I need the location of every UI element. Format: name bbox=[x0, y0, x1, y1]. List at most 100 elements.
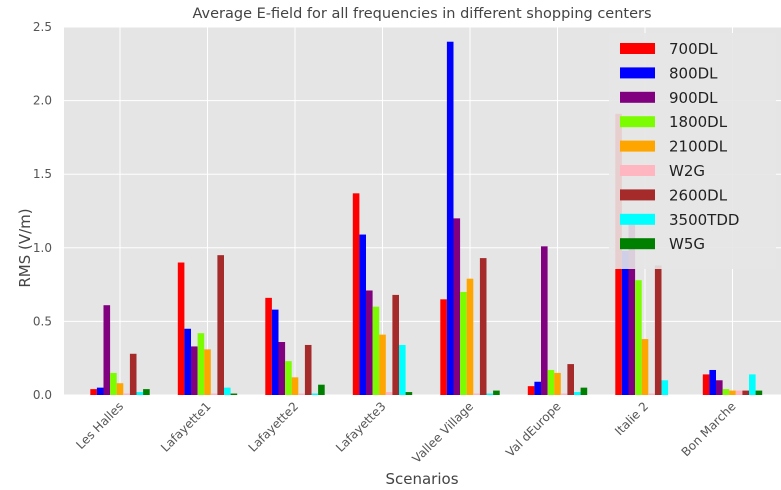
bar-2100DL-Lafayette2 bbox=[291, 377, 299, 395]
bar-2600DL-Vallee-Village bbox=[479, 258, 487, 395]
bar-900DL-Lafayette1 bbox=[191, 346, 198, 395]
x-tick-label: Val dEurope bbox=[503, 399, 564, 460]
y-axis-ticks: 0.0 0.5 1.0 1.5 2.0 2.5 bbox=[33, 20, 52, 402]
bar-900DL-Bon-Marche bbox=[716, 380, 723, 395]
bar-2600DL-Italie-2 bbox=[654, 265, 662, 395]
bar-700DL-Lafayette1 bbox=[177, 262, 185, 395]
bar-3500TDD-Les-Halles bbox=[136, 392, 144, 395]
bar-1800DL-Lafayette2 bbox=[285, 361, 292, 395]
legend-swatch-W2G bbox=[620, 165, 655, 176]
legend-label-2600DL: 2600DL bbox=[669, 186, 728, 204]
bar-2100DL-Lafayette1 bbox=[204, 349, 211, 395]
bar-900DL-Lafayette3 bbox=[366, 290, 373, 395]
bar-900DL-Italie-2 bbox=[628, 213, 636, 395]
bar-2100DL-Bon-Marche bbox=[729, 390, 736, 395]
bar-700DL-Lafayette3 bbox=[352, 193, 360, 395]
bar-800DL-Val-dEurope bbox=[534, 381, 541, 395]
legend-label-700DL: 700DL bbox=[669, 40, 718, 58]
bar-2600DL-Lafayette2 bbox=[304, 344, 312, 395]
bar-3500TDD-Lafayette2 bbox=[311, 393, 319, 395]
bar-W5G-Les-Halles bbox=[143, 389, 150, 395]
bar-2600DL-Val-dEurope bbox=[567, 364, 574, 395]
bar-W2G-Bon-Marche bbox=[735, 390, 743, 395]
bar-W2G-Lafayette3 bbox=[385, 392, 393, 395]
x-tick-label: Lafayette3 bbox=[333, 399, 389, 455]
legend-label-3500TDD: 3500TDD bbox=[669, 211, 739, 229]
legend-swatch-900DL bbox=[620, 91, 655, 103]
y-axis-label: RMS (V/m) bbox=[16, 208, 34, 287]
x-tick-label: Bon Marche bbox=[679, 399, 739, 459]
bar-1800DL-Val-dEurope bbox=[547, 369, 555, 395]
bars bbox=[90, 41, 763, 396]
x-tick-label: Les Halles bbox=[73, 399, 126, 452]
bar-2100DL-Val-dEurope bbox=[554, 372, 561, 395]
bar-800DL-Bon-Marche bbox=[709, 369, 716, 395]
bar-W2G-Les-Halles bbox=[123, 393, 130, 395]
bar-1800DL-Italie-2 bbox=[635, 280, 642, 395]
legend-label-W2G: W2G bbox=[669, 162, 705, 180]
bar-900DL-Vallee-Village bbox=[453, 218, 461, 395]
bar-2600DL-Lafayette3 bbox=[392, 294, 399, 395]
bar-2100DL-Italie-2 bbox=[641, 339, 649, 395]
bar-900DL-Val-dEurope bbox=[541, 246, 548, 395]
x-tick-label: Vallee Village bbox=[410, 399, 477, 466]
x-axis-label: Scenarios bbox=[385, 470, 458, 488]
y-tick-label: 1.5 bbox=[33, 167, 52, 181]
legend-label-1800DL: 1800DL bbox=[669, 113, 728, 131]
bar-W2G-Italie-2 bbox=[648, 393, 655, 395]
bar-3500TDD-Bon-Marche bbox=[749, 374, 756, 395]
x-tick-label: Lafayette1 bbox=[158, 399, 214, 455]
bar-W2G-Lafayette1 bbox=[210, 393, 218, 395]
bar-800DL-Lafayette1 bbox=[184, 328, 191, 395]
bar-2600DL-Les-Halles bbox=[129, 353, 137, 395]
bar-2100DL-Lafayette3 bbox=[379, 334, 386, 395]
bar-3500TDD-Lafayette1 bbox=[224, 387, 231, 395]
y-tick-label: 1.0 bbox=[33, 241, 52, 255]
bar-W2G-Val-dEurope bbox=[560, 393, 568, 395]
x-axis-ticks: Les Halles Lafayette1 Lafayette2 Lafayette3… bbox=[73, 399, 738, 466]
bar-2600DL-Lafayette1 bbox=[217, 255, 224, 395]
legend-label-800DL: 800DL bbox=[669, 64, 718, 82]
legend-swatch-1800DL bbox=[620, 116, 655, 128]
bar-3500TDD-Italie-2 bbox=[661, 380, 669, 395]
bar-800DL-Les-Halles bbox=[96, 387, 104, 395]
bar-2600DL-Bon-Marche bbox=[742, 390, 749, 395]
bar-700DL-Vallee-Village bbox=[440, 299, 447, 395]
bar-W5G-Lafayette1 bbox=[230, 393, 238, 395]
bar-W5G-Lafayette2 bbox=[318, 384, 325, 395]
bar-700DL-Bon-Marche bbox=[702, 374, 710, 395]
bar-1800DL-Bon-Marche bbox=[722, 389, 730, 395]
chart-title: Average E-field for all frequencies in d… bbox=[192, 6, 651, 22]
legend: 700DL 800DL 900DL 1800DL 2100DL W2G 2600DL 3500… bbox=[609, 33, 776, 269]
bar-800DL-Lafayette2 bbox=[271, 309, 279, 395]
legend-label-W5G: W5G bbox=[669, 235, 705, 253]
y-tick-label: 0.0 bbox=[33, 388, 52, 402]
bar-W5G-Lafayette3 bbox=[405, 392, 413, 395]
bar-900DL-Les-Halles bbox=[103, 305, 111, 395]
bar-W2G-Lafayette2 bbox=[298, 393, 305, 395]
bar-800DL-Italie-2 bbox=[621, 250, 629, 395]
legend-swatch-700DL bbox=[620, 43, 655, 54]
bar-700DL-Val-dEurope bbox=[527, 386, 535, 395]
bar-W2G-Vallee-Village bbox=[473, 393, 480, 395]
bar-900DL-Lafayette2 bbox=[278, 342, 286, 395]
x-tick-label: Italie 2 bbox=[612, 399, 651, 438]
bar-1800DL-Les-Halles bbox=[110, 372, 117, 395]
bar-3500TDD-Val-dEurope bbox=[574, 392, 581, 395]
legend-swatch-W5G bbox=[620, 238, 655, 250]
legend-label-2100DL: 2100DL bbox=[669, 138, 728, 156]
bar-W5G-Vallee-Village bbox=[493, 390, 500, 395]
legend-label-900DL: 900DL bbox=[669, 89, 718, 107]
y-tick-label: 2.5 bbox=[33, 20, 52, 34]
x-tick-label: Lafayette2 bbox=[246, 399, 302, 455]
legend-swatch-800DL bbox=[620, 67, 655, 79]
bar-2100DL-Vallee-Village bbox=[466, 278, 474, 395]
bar-3500TDD-Vallee-Village bbox=[486, 393, 494, 395]
bar-800DL-Lafayette3 bbox=[359, 234, 366, 395]
bar-2100DL-Les-Halles bbox=[116, 383, 124, 395]
bar-1800DL-Lafayette1 bbox=[197, 333, 205, 395]
legend-swatch-2100DL bbox=[620, 140, 655, 152]
bar-W5G-Bon-Marche bbox=[755, 390, 763, 395]
bar-700DL-Lafayette2 bbox=[265, 297, 272, 395]
